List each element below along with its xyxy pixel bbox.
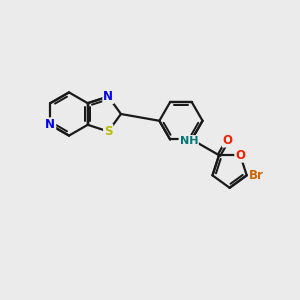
Text: Br: Br <box>249 169 264 182</box>
Text: NH: NH <box>179 136 198 146</box>
Text: N: N <box>45 118 55 131</box>
Text: O: O <box>235 149 245 162</box>
Text: S: S <box>104 125 112 138</box>
Text: O: O <box>223 134 233 147</box>
Text: N: N <box>103 90 113 103</box>
